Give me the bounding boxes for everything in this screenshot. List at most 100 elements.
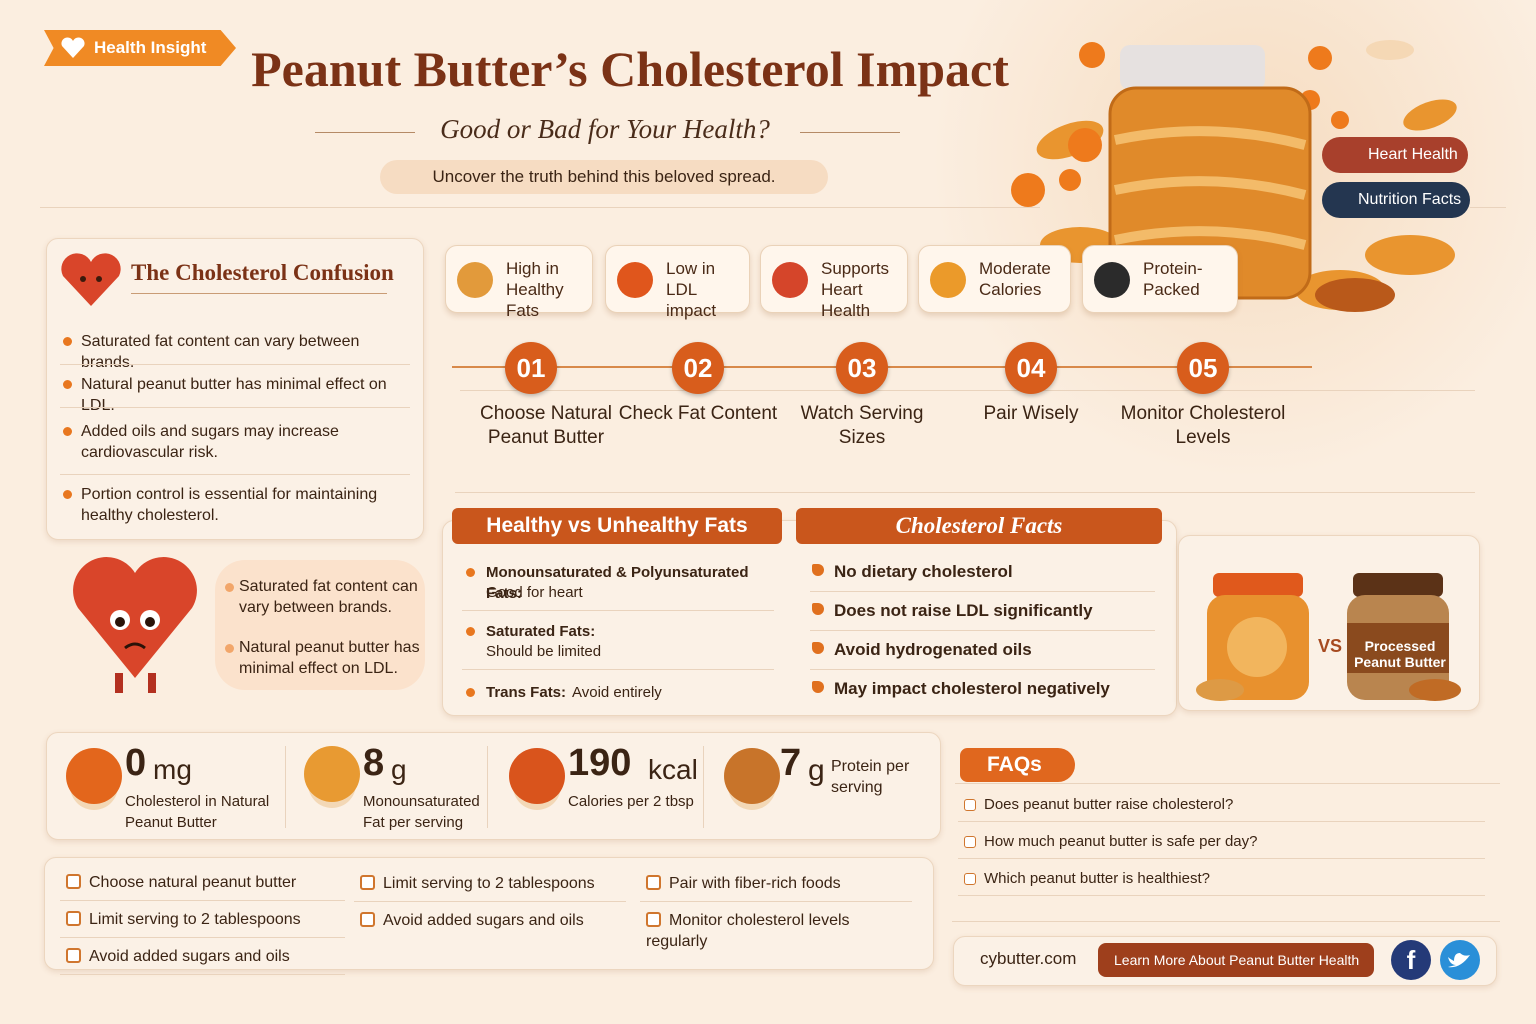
heart-note: Natural peanut butter has minimal effect… bbox=[239, 639, 420, 677]
feature-icon bbox=[457, 262, 493, 298]
divider bbox=[354, 901, 626, 902]
stat-label: Calories per 2 tbsp bbox=[568, 793, 694, 810]
faq-question: How much peanut butter is safe per day? bbox=[984, 833, 1258, 850]
heart-character bbox=[73, 557, 197, 693]
fat-note: Should be limited bbox=[486, 643, 602, 660]
jars-comparison bbox=[1196, 573, 1461, 701]
divider bbox=[810, 669, 1155, 670]
bullet bbox=[466, 627, 475, 636]
fat-label: Saturated Fats: bbox=[486, 623, 596, 640]
faq-item[interactable]: Which peanut butter is healthiest? bbox=[964, 868, 1484, 889]
bullet bbox=[63, 490, 72, 499]
confusion-item: Saturated fat content can vary between b… bbox=[81, 333, 360, 371]
check-text: Avoid added sugars and oils bbox=[89, 948, 290, 965]
checkbox bbox=[964, 836, 976, 848]
jar-illustration bbox=[1011, 40, 1457, 312]
heart-note: Saturated fat content can vary between b… bbox=[239, 578, 418, 616]
stat-unit: mg bbox=[153, 754, 192, 785]
faq-item[interactable]: Does peanut butter raise cholesterol? bbox=[964, 794, 1484, 815]
bullet bbox=[63, 337, 72, 346]
check-item: Avoid added sugars and oils bbox=[360, 910, 622, 931]
step-number: 01 bbox=[505, 342, 557, 394]
stat-icon bbox=[509, 748, 565, 804]
stat-unit: kcal bbox=[648, 754, 698, 785]
divider bbox=[487, 746, 488, 828]
stat-value: 0 bbox=[125, 742, 147, 784]
divider bbox=[462, 669, 774, 670]
divider bbox=[60, 364, 410, 365]
check-icon bbox=[812, 681, 824, 693]
processed-label: Processed Peanut Butter bbox=[1354, 638, 1446, 670]
subtitle: Good or Bad for Your Health? bbox=[440, 114, 770, 144]
divider bbox=[462, 610, 774, 611]
fats-facts-panel bbox=[442, 520, 1177, 716]
bullet bbox=[466, 688, 475, 697]
fats-title: Healthy vs Unhealthy Fats bbox=[452, 508, 782, 544]
confusion-item: Natural peanut butter has minimal effect… bbox=[81, 376, 387, 414]
checkbox bbox=[360, 912, 375, 927]
confusion-panel bbox=[46, 238, 424, 540]
feature-icon bbox=[1094, 262, 1130, 298]
confusion-item: Added oils and sugars may increase cardi… bbox=[81, 423, 339, 461]
checklist-panel bbox=[44, 857, 934, 970]
stat-label: Protein per serving bbox=[831, 758, 910, 796]
stat-value: 7 bbox=[780, 742, 802, 784]
svg-text:f: f bbox=[1407, 945, 1416, 975]
divider bbox=[958, 821, 1485, 822]
fact-item: Avoid hydrogenated oils bbox=[834, 640, 1032, 659]
check-item: Pair with fiber-rich foods bbox=[646, 873, 908, 894]
checkbox bbox=[964, 873, 976, 885]
check-text: Pair with fiber-rich foods bbox=[669, 875, 841, 892]
divider bbox=[285, 746, 286, 828]
step-number: 03 bbox=[836, 342, 888, 394]
heart-icon bbox=[61, 253, 121, 306]
divider bbox=[60, 937, 345, 938]
stat-value: 190 bbox=[568, 742, 632, 784]
stat-icon bbox=[66, 748, 122, 804]
bullet bbox=[63, 380, 72, 389]
feature-icon bbox=[772, 262, 808, 298]
stat-value: 8 bbox=[363, 742, 385, 784]
tagline: Uncover the truth behind this beloved sp… bbox=[380, 160, 828, 194]
step-label: Check Fat Content bbox=[618, 403, 778, 424]
bullet bbox=[225, 583, 234, 592]
check-text: Avoid added sugars and oils bbox=[383, 912, 584, 929]
fat-note: Good for heart bbox=[486, 584, 583, 601]
step-label: Pair Wisely bbox=[983, 403, 1079, 424]
faq-question: Does peanut butter raise cholesterol? bbox=[984, 796, 1234, 813]
check-text: Choose natural peanut butter bbox=[89, 874, 297, 891]
divider bbox=[60, 474, 410, 475]
faq-item[interactable]: How much peanut butter is safe per day? bbox=[964, 831, 1484, 852]
step-label: Monitor Cholesterol Levels bbox=[1120, 403, 1286, 448]
check-item: Limit serving to 2 tablespoons bbox=[66, 909, 341, 930]
confusion-title: The Cholesterol Confusion bbox=[131, 260, 394, 285]
divider bbox=[60, 407, 410, 408]
bullet bbox=[466, 568, 475, 577]
learn-more-button[interactable]: Learn More About Peanut Butter Health bbox=[1098, 943, 1374, 977]
checkbox bbox=[66, 874, 81, 889]
check-text: Limit serving to 2 tablespoons bbox=[383, 875, 595, 892]
title: Peanut Butter’s Cholesterol Impact bbox=[251, 41, 1009, 97]
vs-label: VS bbox=[1318, 636, 1343, 656]
checkbox bbox=[66, 948, 81, 963]
step-number: 04 bbox=[1005, 342, 1057, 394]
fact-item: May impact cholesterol negatively bbox=[834, 679, 1110, 698]
social-icons[interactable]: f bbox=[1390, 939, 1485, 981]
fact-item: No dietary cholesterol bbox=[834, 562, 1013, 581]
stat-label: Cholesterol in Natural Peanut Butter bbox=[125, 793, 270, 831]
step-label: Watch Serving Sizes bbox=[800, 403, 924, 448]
checkbox bbox=[964, 799, 976, 811]
checkbox bbox=[646, 912, 661, 927]
divider bbox=[60, 974, 345, 975]
feature-icon bbox=[930, 262, 966, 298]
facts-title: Cholesterol Facts bbox=[796, 508, 1162, 544]
site-url: cybutter.com bbox=[980, 949, 1077, 968]
check-icon bbox=[812, 564, 824, 576]
badge-heart-icon bbox=[61, 37, 85, 58]
stat-label: Monounsaturated Fat per serving bbox=[363, 793, 480, 831]
bullet bbox=[63, 427, 72, 436]
checkbox bbox=[66, 911, 81, 926]
divider bbox=[640, 901, 912, 902]
confusion-item: Portion control is essential for maintai… bbox=[81, 486, 378, 524]
step-number: 02 bbox=[672, 342, 724, 394]
